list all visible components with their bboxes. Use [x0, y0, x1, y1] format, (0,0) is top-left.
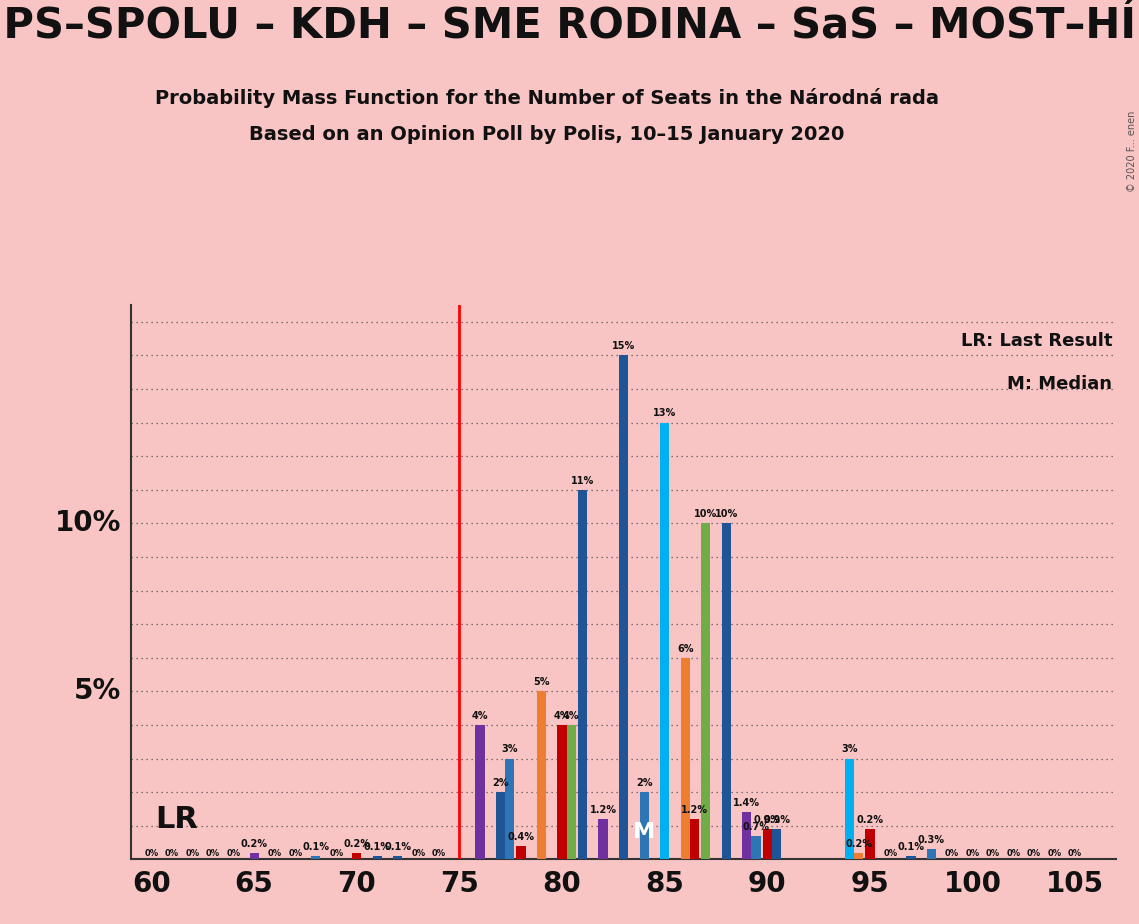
Text: 0%: 0% [165, 849, 179, 858]
Text: 0.1%: 0.1% [363, 842, 391, 852]
Bar [845, 759, 854, 859]
Text: 10%: 10% [694, 509, 718, 519]
Text: 0%: 0% [1048, 849, 1062, 858]
Text: 0%: 0% [884, 849, 898, 858]
Bar [577, 490, 588, 859]
Text: 15%: 15% [612, 341, 636, 351]
Text: 0.9%: 0.9% [754, 815, 780, 825]
Bar [311, 856, 320, 859]
Text: 4%: 4% [554, 711, 571, 721]
Text: 0%: 0% [268, 849, 281, 858]
Text: 1.2%: 1.2% [681, 805, 708, 815]
Text: 0%: 0% [1027, 849, 1041, 858]
Text: 4%: 4% [472, 711, 489, 721]
Text: 6%: 6% [677, 644, 694, 653]
Text: 0.2%: 0.2% [845, 839, 872, 848]
Text: 0.2%: 0.2% [857, 815, 884, 825]
Text: 10%: 10% [55, 509, 121, 538]
Text: 13%: 13% [653, 408, 677, 419]
Bar [763, 829, 772, 859]
Text: 0%: 0% [966, 849, 980, 858]
Text: 0.7%: 0.7% [743, 821, 770, 832]
Bar [618, 356, 629, 859]
Text: 0.1%: 0.1% [384, 842, 411, 852]
Text: – PS–SPOLU – KDH – SME RODINA – SaS – MOST–HÍD: – PS–SPOLU – KDH – SME RODINA – SaS – MO… [0, 5, 1139, 46]
Text: 0.1%: 0.1% [302, 842, 329, 852]
Bar [659, 422, 670, 859]
Bar [372, 856, 382, 859]
Bar [557, 725, 566, 859]
Text: 0%: 0% [206, 849, 220, 858]
Bar [907, 856, 916, 859]
Text: 2%: 2% [636, 778, 653, 788]
Bar [681, 658, 690, 859]
Bar [752, 836, 761, 859]
Text: M: Median: M: Median [1007, 375, 1112, 394]
Text: 1.2%: 1.2% [590, 805, 616, 815]
Bar [566, 725, 576, 859]
Bar [352, 853, 361, 859]
Text: 0%: 0% [186, 849, 199, 858]
Text: © 2020 F... enen: © 2020 F... enen [1126, 111, 1137, 192]
Bar [690, 819, 699, 859]
Text: 0.2%: 0.2% [343, 839, 370, 848]
Text: 0%: 0% [329, 849, 343, 858]
Text: Probability Mass Function for the Number of Seats in the Národná rada: Probability Mass Function for the Number… [155, 88, 939, 108]
Bar [722, 523, 731, 859]
Text: 0%: 0% [986, 849, 1000, 858]
Bar [249, 853, 259, 859]
Text: 0.1%: 0.1% [898, 842, 925, 852]
Text: 0.2%: 0.2% [240, 839, 268, 848]
Text: 10%: 10% [714, 509, 738, 519]
Text: LR: LR [156, 805, 198, 833]
Bar [475, 725, 484, 859]
Text: 0%: 0% [288, 849, 302, 858]
Bar [927, 849, 936, 859]
Bar [536, 691, 546, 859]
Text: 0%: 0% [1007, 849, 1021, 858]
Bar [505, 759, 515, 859]
Bar [866, 829, 875, 859]
Bar [495, 792, 505, 859]
Text: 0.4%: 0.4% [508, 832, 534, 842]
Text: 3%: 3% [841, 745, 858, 755]
Bar [743, 812, 752, 859]
Bar [772, 829, 781, 859]
Text: Based on an Opinion Poll by Polis, 10–15 January 2020: Based on an Opinion Poll by Polis, 10–15… [249, 125, 844, 144]
Text: 11%: 11% [571, 476, 595, 486]
Text: 0%: 0% [432, 849, 446, 858]
Bar [639, 792, 649, 859]
Text: 5%: 5% [533, 677, 550, 687]
Bar [393, 856, 402, 859]
Text: 0%: 0% [227, 849, 240, 858]
Text: 5%: 5% [74, 677, 121, 705]
Text: 0%: 0% [1068, 849, 1082, 858]
Bar [854, 853, 863, 859]
Text: 0%: 0% [145, 849, 158, 858]
Text: LR: Last Result: LR: Last Result [960, 332, 1112, 350]
Text: 0%: 0% [945, 849, 959, 858]
Bar [516, 845, 525, 859]
Text: 0.3%: 0.3% [918, 835, 945, 845]
Text: 1.4%: 1.4% [734, 798, 760, 808]
Text: 3%: 3% [501, 745, 518, 755]
Text: 2%: 2% [492, 778, 509, 788]
Bar [598, 819, 608, 859]
Text: 0%: 0% [411, 849, 425, 858]
Text: 4%: 4% [563, 711, 580, 721]
Text: 0.9%: 0.9% [763, 815, 790, 825]
Text: M: M [633, 822, 655, 843]
Bar [702, 523, 711, 859]
